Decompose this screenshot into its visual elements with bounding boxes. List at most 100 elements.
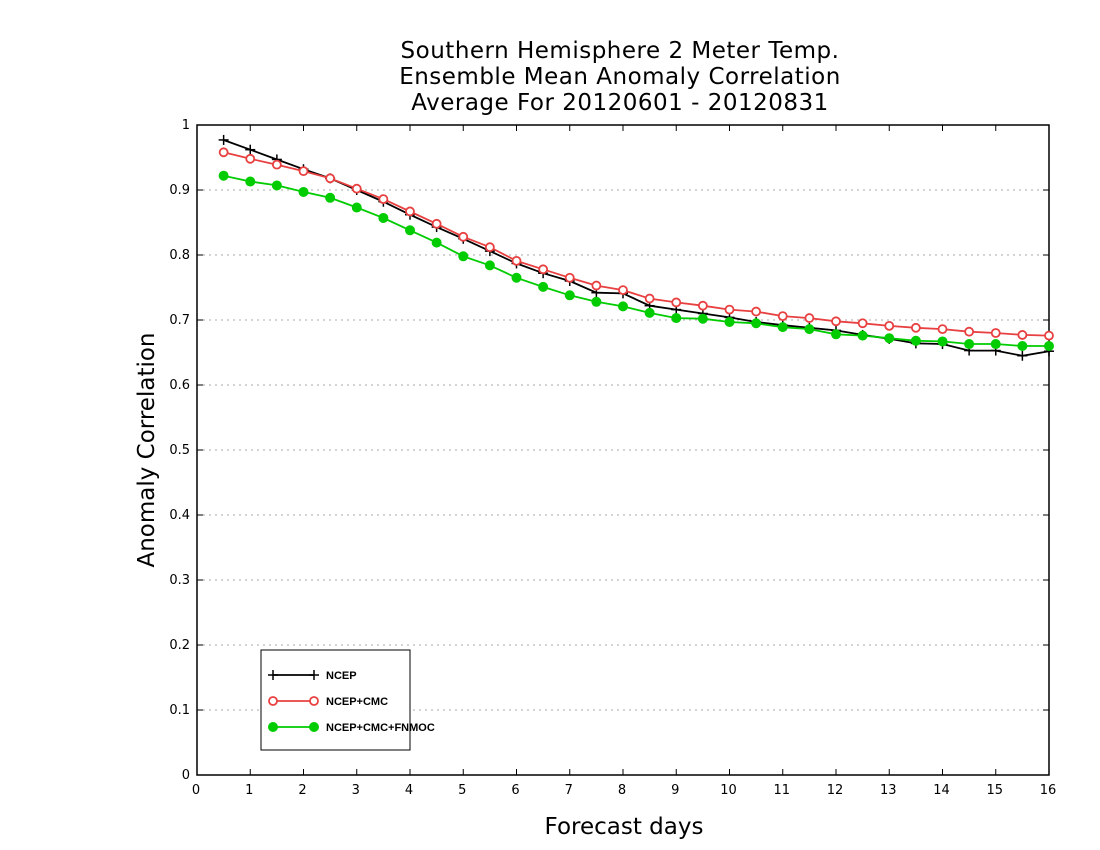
data-point-ncep-cmc <box>1017 330 1028 340</box>
legend-box <box>260 649 411 751</box>
data-point-ncep-cmc <box>564 272 575 283</box>
data-point-ncep-cmc-fnmoc <box>538 281 549 292</box>
data-point-ncep-cmc <box>351 183 362 194</box>
data-point-ncep-cmc <box>964 326 975 337</box>
data-point-ncep-cmc-fnmoc <box>937 336 948 347</box>
data-point-ncep-cmc-fnmoc <box>325 192 336 203</box>
y-tick-label: 1 <box>182 118 190 133</box>
data-point-ncep-cmc-fnmoc <box>218 170 229 181</box>
data-point-ncep-cmc-fnmoc <box>884 333 895 344</box>
data-point-ncep-cmc-fnmoc <box>964 339 975 350</box>
data-point-ncep-cmc-fnmoc <box>831 329 841 340</box>
legend-label-ncep: NCEP <box>326 670 357 682</box>
data-point-ncep-cmc-fnmoc <box>564 290 575 301</box>
x-tick-label: 5 <box>458 783 466 798</box>
data-point-ncep-cmc <box>1044 330 1054 341</box>
data-point-ncep-cmc <box>671 297 682 308</box>
data-point-ncep-cmc-fnmoc <box>245 176 256 187</box>
x-tick-label: 16 <box>1040 783 1057 798</box>
data-point-ncep-cmc-fnmoc <box>990 339 1001 350</box>
y-tick-label: 0.3 <box>169 573 190 588</box>
x-tick-label: 4 <box>405 783 413 798</box>
legend-marker-ncep-cmc-fnmoc <box>309 722 319 732</box>
data-point-ncep-cmc <box>857 318 868 329</box>
data-point-ncep-cmc-fnmoc <box>751 318 762 329</box>
x-tick-label: 3 <box>352 783 360 798</box>
data-point-ncep-cmc-fnmoc <box>591 296 602 307</box>
y-tick-label: 0.9 <box>169 183 190 198</box>
x-tick-label: 0 <box>192 783 200 798</box>
series-ncep-cmc-fnmoc <box>218 170 1054 351</box>
data-point-ncep-cmc <box>990 328 1001 338</box>
y-tick-label: 0 <box>182 768 190 783</box>
legend-marker-ncep <box>268 670 278 680</box>
data-point-ncep <box>218 134 229 145</box>
legend-marker-ncep-cmc <box>309 696 319 706</box>
legend-label-ncep-cmc: NCEP+CMC <box>326 696 388 708</box>
legend-marker-ncep <box>309 670 319 680</box>
x-axis-title: Forecast days <box>545 814 704 840</box>
data-point-ncep-cmc-fnmoc <box>1044 341 1054 351</box>
data-point-ncep-cmc <box>697 300 708 311</box>
x-tick-label: 14 <box>933 783 950 798</box>
data-point-ncep-cmc-fnmoc <box>804 324 815 335</box>
legend-marker-ncep-cmc <box>268 696 278 706</box>
data-point-ncep-cmc <box>378 194 389 205</box>
data-point-ncep-cmc <box>618 285 628 296</box>
y-tick-label: 0.5 <box>169 443 190 458</box>
axis-ticks: 00.10.20.30.40.50.60.70.80.910 1 2 3 4 5 6 7 8 9 1… <box>169 118 1056 798</box>
data-point-ncep-cmc <box>245 153 256 164</box>
legend-marker-ncep-cmc-fnmoc <box>268 722 278 732</box>
data-point-ncep-cmc <box>298 166 309 177</box>
x-tick-label: 9 <box>671 783 679 798</box>
data-point-ncep-cmc-fnmoc <box>724 316 735 327</box>
data-point-ncep-cmc-fnmoc <box>431 237 442 248</box>
y-tick-label: 0.1 <box>169 703 190 718</box>
x-tick-label: 8 <box>618 783 626 798</box>
series-line-ncep-cmc <box>223 151 1050 337</box>
y-tick-label: 0.7 <box>169 313 190 328</box>
data-point-ncep <box>245 144 256 155</box>
data-point-ncep-cmc-fnmoc <box>484 260 495 271</box>
data-point-ncep-cmc <box>937 324 948 335</box>
x-tick-label: 12 <box>827 783 844 798</box>
data-point-ncep-cmc-fnmoc <box>351 202 362 213</box>
x-tick-label: 13 <box>880 783 897 798</box>
data-point-ncep-cmc-fnmoc <box>271 180 282 191</box>
data-point-ncep-cmc <box>831 316 841 327</box>
data-point-ncep-cmc-fnmoc <box>378 212 389 223</box>
data-point-ncep-cmc <box>431 218 442 229</box>
legend-label-ncep-cmc-fnmoc: NCEP+CMC+FNMOC <box>326 722 435 734</box>
data-point-ncep-cmc-fnmoc <box>671 313 682 324</box>
data-point-ncep-cmc <box>591 280 602 291</box>
data-point-ncep-cmc <box>884 320 895 331</box>
series-line-ncep <box>223 139 1050 357</box>
x-tick-label: 2 <box>298 783 306 798</box>
gridlines <box>197 189 1049 711</box>
y-tick-label: 0.6 <box>169 378 190 393</box>
data-point-ncep-cmc <box>910 322 921 333</box>
y-tick-label: 0.2 <box>169 638 190 653</box>
x-tick-label: 15 <box>986 783 1003 798</box>
data-point-ncep-cmc-fnmoc <box>618 301 628 312</box>
x-tick-label: 1 <box>245 783 253 798</box>
data-point-ncep-cmc <box>804 313 815 323</box>
data-point-ncep-cmc <box>271 159 282 170</box>
data-point-ncep-cmc <box>751 306 762 317</box>
y-tick-label: 0.4 <box>169 508 190 523</box>
chart-title-line-3: Average For 20120601 - 20120831 <box>411 90 829 116</box>
data-point-ncep-cmc <box>538 264 549 275</box>
x-tick-label: 11 <box>773 783 790 798</box>
data-point-ncep-cmc <box>218 147 229 158</box>
data-point-ncep-cmc <box>405 206 415 217</box>
data-point-ncep-cmc-fnmoc <box>777 322 788 333</box>
data-point-ncep-cmc-fnmoc <box>910 335 921 346</box>
data-point-ncep-cmc-fnmoc <box>298 186 309 197</box>
data-point-ncep-cmc <box>458 231 469 242</box>
data-point-ncep-cmc <box>644 293 655 304</box>
data-point-ncep-cmc-fnmoc <box>405 225 415 236</box>
chart-title-line-1: Southern Hemisphere 2 Meter Temp. <box>400 38 840 64</box>
series-ncep-cmc <box>218 147 1054 341</box>
data-point-ncep-cmc-fnmoc <box>1017 341 1028 351</box>
